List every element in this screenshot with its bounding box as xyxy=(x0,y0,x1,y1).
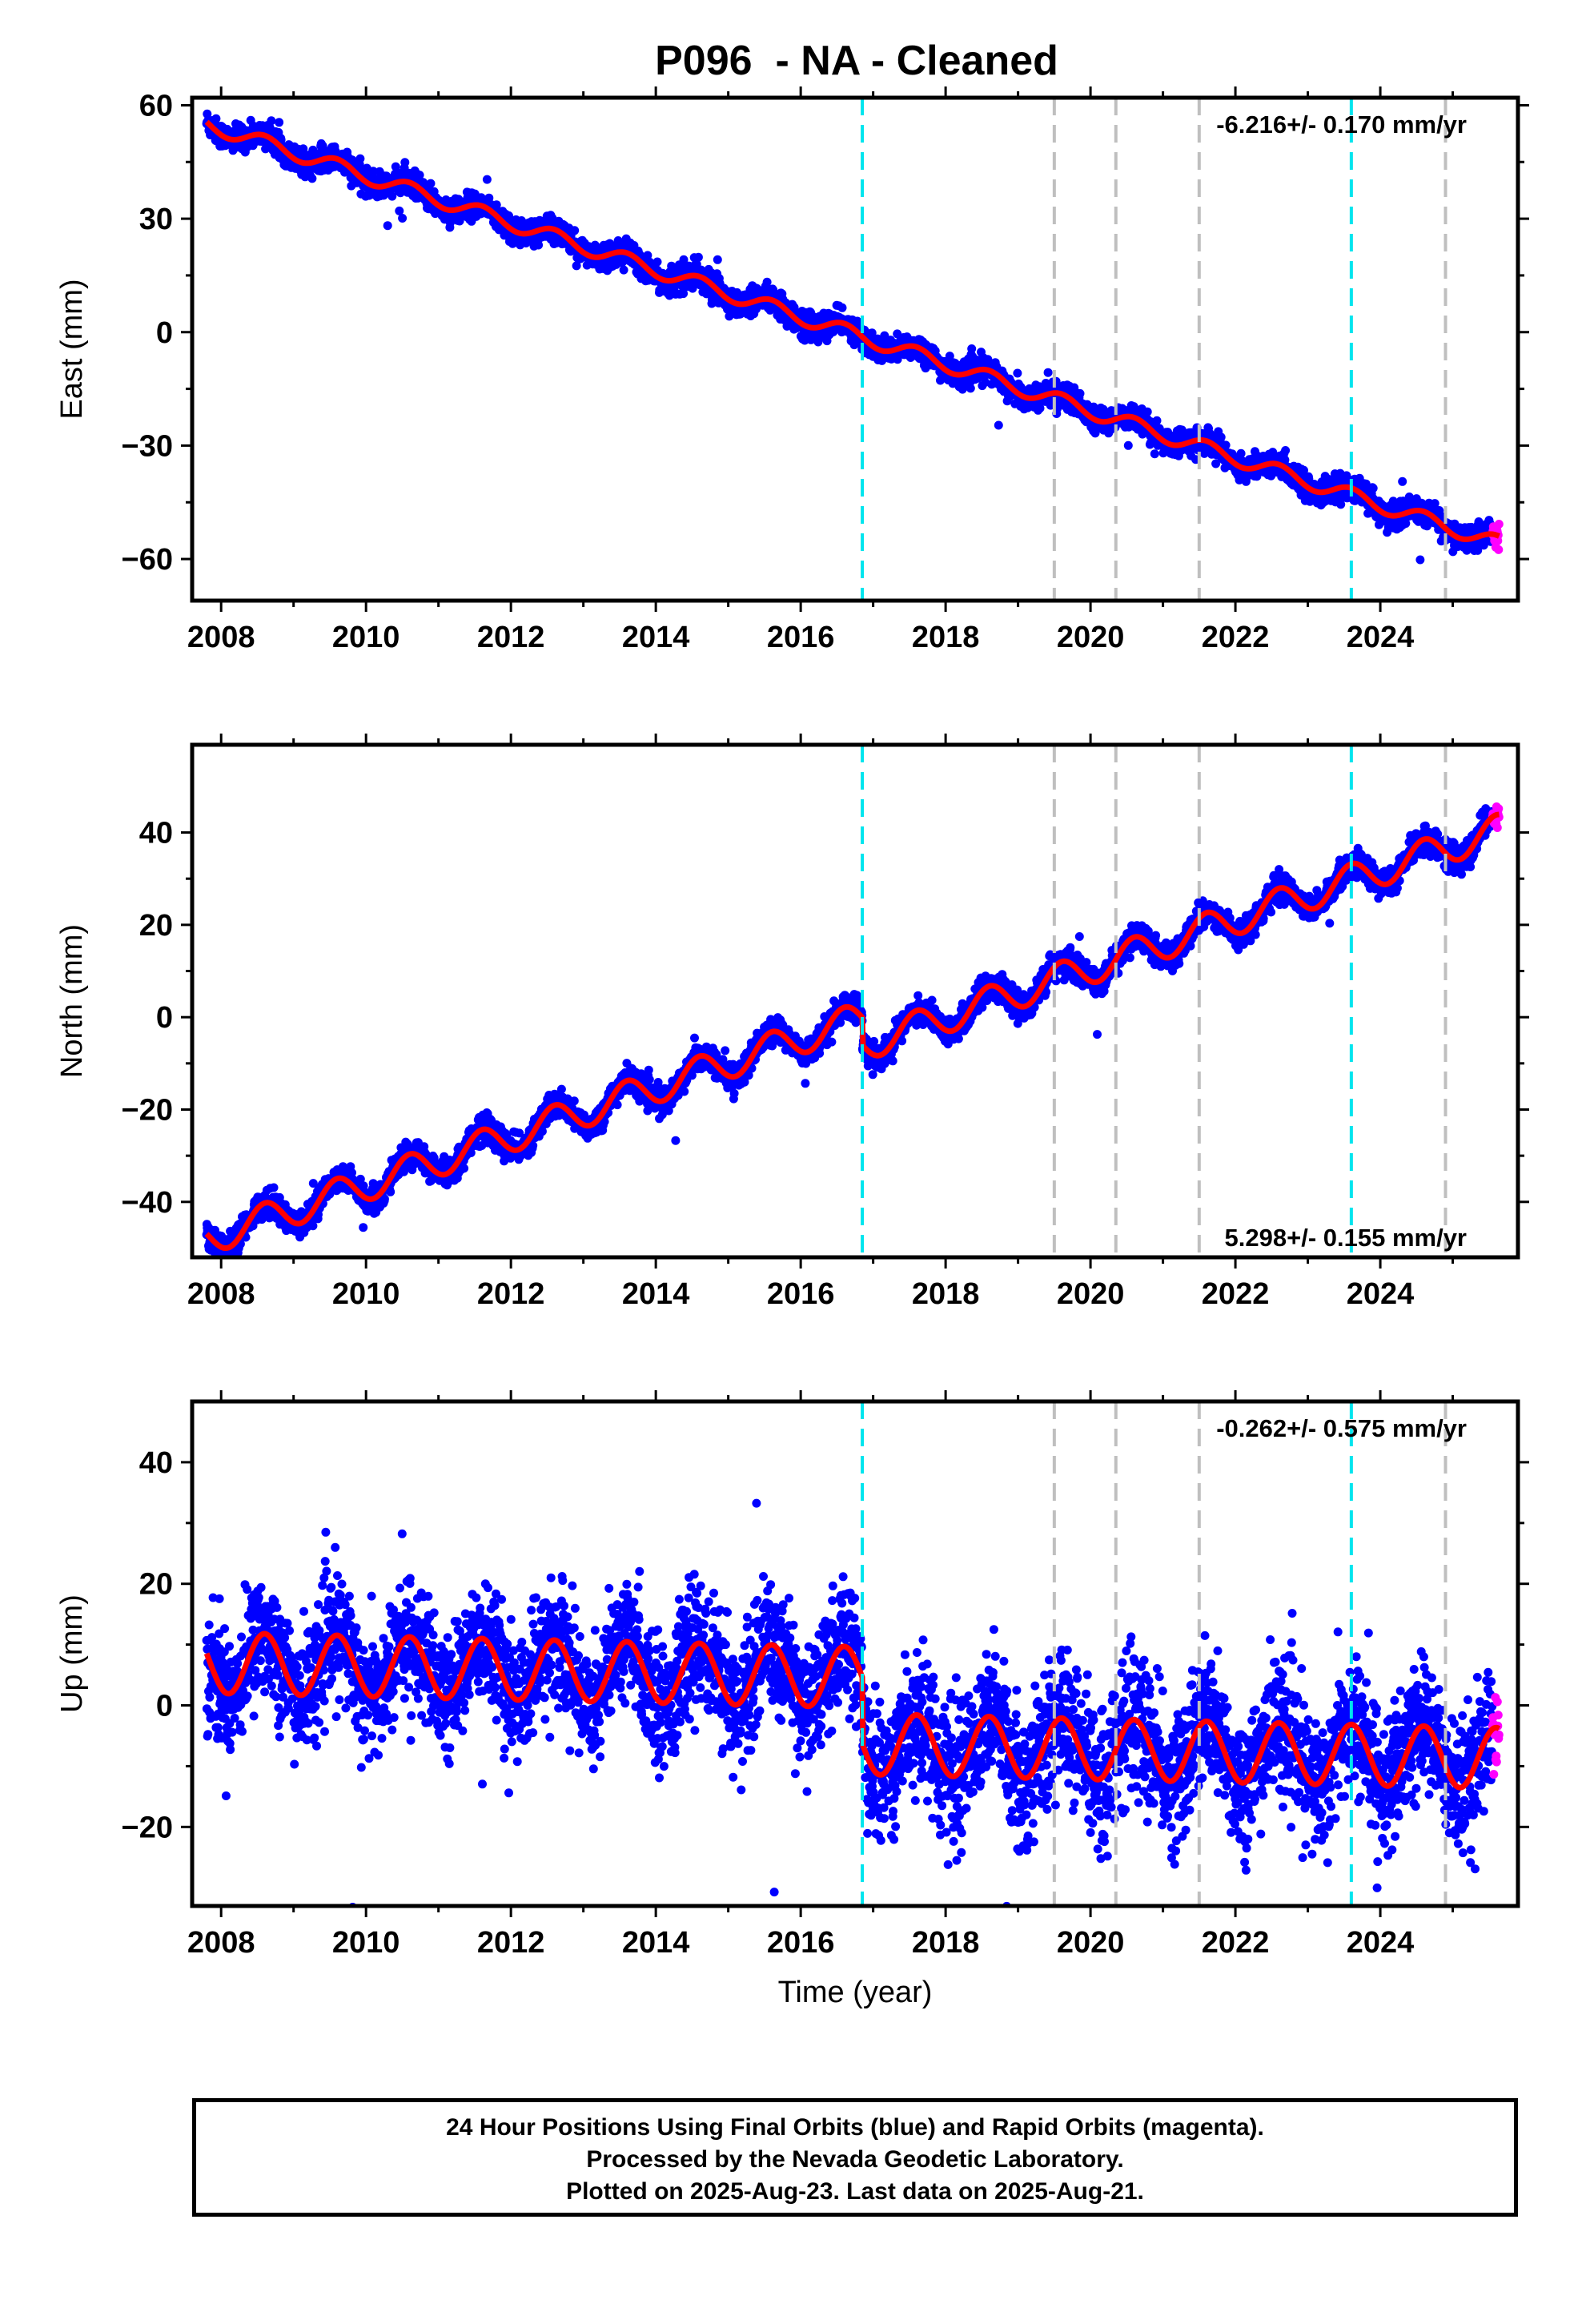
east-y-tick-label: 0 xyxy=(156,316,173,350)
east-x-tick-label: 2012 xyxy=(477,621,545,654)
east-rapid-point xyxy=(1494,520,1504,529)
east-point xyxy=(572,261,581,271)
east-point xyxy=(1013,368,1022,378)
east-point xyxy=(837,303,847,312)
north-plot-area xyxy=(202,745,1504,1257)
east-point xyxy=(307,174,317,183)
east-y-tick-label: −60 xyxy=(122,543,173,577)
east-x-tick-label: 2016 xyxy=(767,621,835,654)
north-final-points xyxy=(202,804,1497,1257)
east-point xyxy=(679,289,689,299)
east-point xyxy=(400,158,410,167)
east-point xyxy=(1043,368,1053,377)
east-point xyxy=(967,344,977,353)
east-point xyxy=(994,420,1003,430)
east-point xyxy=(1415,555,1425,565)
east-point xyxy=(455,216,464,226)
east-point xyxy=(867,328,877,338)
east-y-axis-label: East (mm) xyxy=(55,279,89,419)
east-point xyxy=(1152,416,1162,425)
east-point xyxy=(355,154,365,163)
east-point xyxy=(395,206,404,215)
east-point xyxy=(387,191,397,201)
east-x-tick-label: 2008 xyxy=(187,621,255,654)
east-point xyxy=(275,118,284,127)
east-point xyxy=(267,116,276,126)
east-panel: 2008 2010 2012 2014 2016 2018 2020 2022 2024 60 30… xyxy=(55,86,1529,654)
east-point xyxy=(1142,407,1152,416)
east-point xyxy=(966,384,975,393)
east-point xyxy=(679,255,689,264)
east-point xyxy=(619,265,628,275)
page-title: P096 - NA - Cleaned xyxy=(655,38,1058,84)
east-point xyxy=(211,114,221,123)
east-point xyxy=(492,200,501,210)
east-point xyxy=(643,251,652,260)
east-point xyxy=(1398,476,1407,486)
east-point xyxy=(368,167,378,176)
east-point xyxy=(1123,440,1133,450)
east-x-tick-label: 2024 xyxy=(1347,621,1415,654)
east-x-tick-label: 2022 xyxy=(1202,621,1270,654)
east-point xyxy=(1281,446,1291,455)
east-point xyxy=(1075,388,1085,398)
east-x-tick-label: 2018 xyxy=(912,621,980,654)
east-point xyxy=(652,257,662,267)
east-point xyxy=(534,240,544,250)
east-point xyxy=(693,252,703,262)
east-point xyxy=(383,221,392,231)
east-point xyxy=(426,179,436,188)
north-point xyxy=(269,1183,279,1192)
east-x-tick-label: 2020 xyxy=(1057,621,1125,654)
east-point xyxy=(762,277,772,287)
east-point xyxy=(570,226,580,235)
east-point xyxy=(688,283,697,293)
east-final-points xyxy=(202,109,1497,565)
east-rapid-point xyxy=(1494,545,1504,554)
east-x-tick-label: 2014 xyxy=(622,621,690,654)
east-y-tick-label: 60 xyxy=(139,89,173,123)
east-point xyxy=(482,175,492,184)
east-y-tick-label: −30 xyxy=(122,429,173,463)
east-rate-label: -6.216+/- 0.170 mm/yr xyxy=(1216,111,1467,139)
east-plot-area xyxy=(202,98,1504,601)
east-y-tick-label: 30 xyxy=(139,203,173,236)
east-x-tick-label: 2010 xyxy=(332,621,400,654)
east-point xyxy=(1216,432,1226,442)
east-point xyxy=(203,109,212,119)
east-point xyxy=(1150,449,1159,459)
east-point xyxy=(713,255,722,264)
east-point xyxy=(880,331,889,340)
north-panel: 2008 2010 2012 2014 2016 2018 2020 2022 20244020… xyxy=(55,734,1529,1311)
east-point xyxy=(398,214,408,223)
east-point xyxy=(1221,440,1231,450)
east-point xyxy=(1368,484,1378,493)
